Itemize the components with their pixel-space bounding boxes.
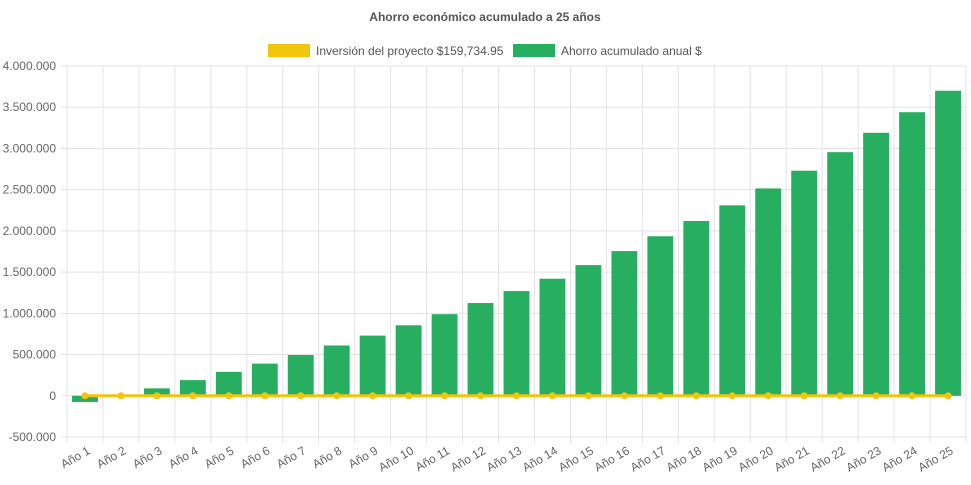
bar xyxy=(143,388,170,396)
line-series xyxy=(81,392,952,400)
x-tick-label: Año 7 xyxy=(274,443,308,471)
legend-label-savings[interactable]: Ahorro acumulado anual $ xyxy=(561,44,702,58)
x-tick-label: Año 5 xyxy=(202,443,236,471)
bar xyxy=(467,303,494,396)
x-tick-label: Año 16 xyxy=(592,443,632,474)
y-tick-label: 500.000 xyxy=(13,348,57,362)
y-axis: -500.000 0 500.000 1.000.000 1.500.000 2.000.… xyxy=(3,59,57,444)
legend-swatch-savings[interactable] xyxy=(513,44,555,57)
investment-point xyxy=(441,392,449,400)
x-tick-label: Año 6 xyxy=(238,443,272,471)
investment-point xyxy=(944,392,952,400)
investment-point xyxy=(548,392,556,400)
bar xyxy=(611,251,638,396)
bar xyxy=(179,380,206,396)
x-tick-label: Año 1 xyxy=(58,443,92,471)
y-tick-label: 4.000.000 xyxy=(3,59,57,73)
investment-point xyxy=(477,392,485,400)
bar-series xyxy=(72,90,961,402)
bar xyxy=(647,236,674,396)
y-tick-label: 2.000.000 xyxy=(3,224,57,238)
legend-swatch-investment[interactable] xyxy=(268,44,310,57)
x-tick-label: Año 13 xyxy=(484,443,524,474)
investment-point xyxy=(369,392,377,400)
x-tick-label: Año 21 xyxy=(772,443,812,474)
x-axis: Año 1 Año 2 Año 3 Año 4 Año 5 Año 6 Año 7 Año 8… xyxy=(58,443,955,474)
investment-point xyxy=(620,392,628,400)
investment-point xyxy=(117,392,125,400)
bar xyxy=(683,220,710,396)
bar xyxy=(431,314,458,396)
y-tick-label: 1.500.000 xyxy=(3,265,57,279)
x-tick-label: Año 3 xyxy=(130,443,164,471)
x-tick-label: Año 25 xyxy=(916,443,956,474)
x-tick-label: Año 14 xyxy=(520,443,560,474)
investment-point xyxy=(836,392,844,400)
investment-point xyxy=(81,392,89,400)
x-tick-label: Año 22 xyxy=(808,443,848,474)
bar xyxy=(827,152,854,396)
investment-point xyxy=(656,392,664,400)
investment-point xyxy=(405,392,413,400)
x-tick-label: Año 15 xyxy=(556,443,596,474)
x-tick-label: Año 4 xyxy=(166,443,200,471)
x-tick-label: Año 24 xyxy=(880,443,920,474)
bar xyxy=(899,112,926,396)
bar xyxy=(719,205,746,396)
bar xyxy=(323,345,350,396)
bar xyxy=(539,278,566,396)
investment-point xyxy=(728,392,736,400)
investment-point xyxy=(261,392,269,400)
bar xyxy=(359,335,386,396)
y-tick-label: 3.500.000 xyxy=(3,100,57,114)
investment-point xyxy=(513,392,520,400)
x-tick-label: Año 23 xyxy=(844,443,884,474)
investment-point xyxy=(908,392,916,400)
chart-title: Ahorro económico acumulado a 25 años xyxy=(369,10,601,24)
x-tick-label: Año 20 xyxy=(736,443,776,474)
x-tick-label: Año 18 xyxy=(664,443,704,474)
bar xyxy=(935,90,961,396)
x-tick-label: Año 8 xyxy=(310,443,344,471)
investment-point xyxy=(584,392,592,400)
legend: Inversión del proyecto $159,734.95 Ahorr… xyxy=(268,44,702,58)
investment-point xyxy=(800,392,808,400)
x-tick-label: Año 9 xyxy=(346,443,380,471)
bar xyxy=(215,371,242,396)
investment-point xyxy=(692,392,700,400)
bar xyxy=(251,363,278,396)
investment-point xyxy=(189,392,197,400)
x-tick-label: Año 10 xyxy=(376,443,416,474)
investment-point xyxy=(764,392,772,400)
investment-point xyxy=(872,392,880,400)
investment-point xyxy=(333,392,341,400)
x-tick-label: Año 11 xyxy=(413,443,452,474)
investment-point xyxy=(297,392,305,400)
y-tick-label: 1.000.000 xyxy=(3,306,57,320)
investment-point xyxy=(153,392,161,400)
y-tick-label: 0 xyxy=(49,389,56,403)
x-tick-label: Año 17 xyxy=(628,443,668,474)
bar xyxy=(575,265,602,396)
x-tick-label: Año 2 xyxy=(94,443,128,471)
bar xyxy=(395,325,422,396)
y-tick-label: 3.000.000 xyxy=(3,141,57,155)
x-tick-label: Año 19 xyxy=(700,443,740,474)
bar xyxy=(287,354,314,396)
bar xyxy=(863,132,890,396)
bar xyxy=(503,291,530,396)
bar xyxy=(791,170,818,396)
grid xyxy=(61,65,967,443)
y-tick-label: 2.500.000 xyxy=(3,183,57,197)
x-tick-label: Año 12 xyxy=(448,443,488,474)
investment-point xyxy=(225,392,233,400)
bar xyxy=(755,188,782,396)
legend-label-investment[interactable]: Inversión del proyecto $159,734.95 xyxy=(316,44,504,58)
y-tick-label: -500.000 xyxy=(9,430,57,444)
